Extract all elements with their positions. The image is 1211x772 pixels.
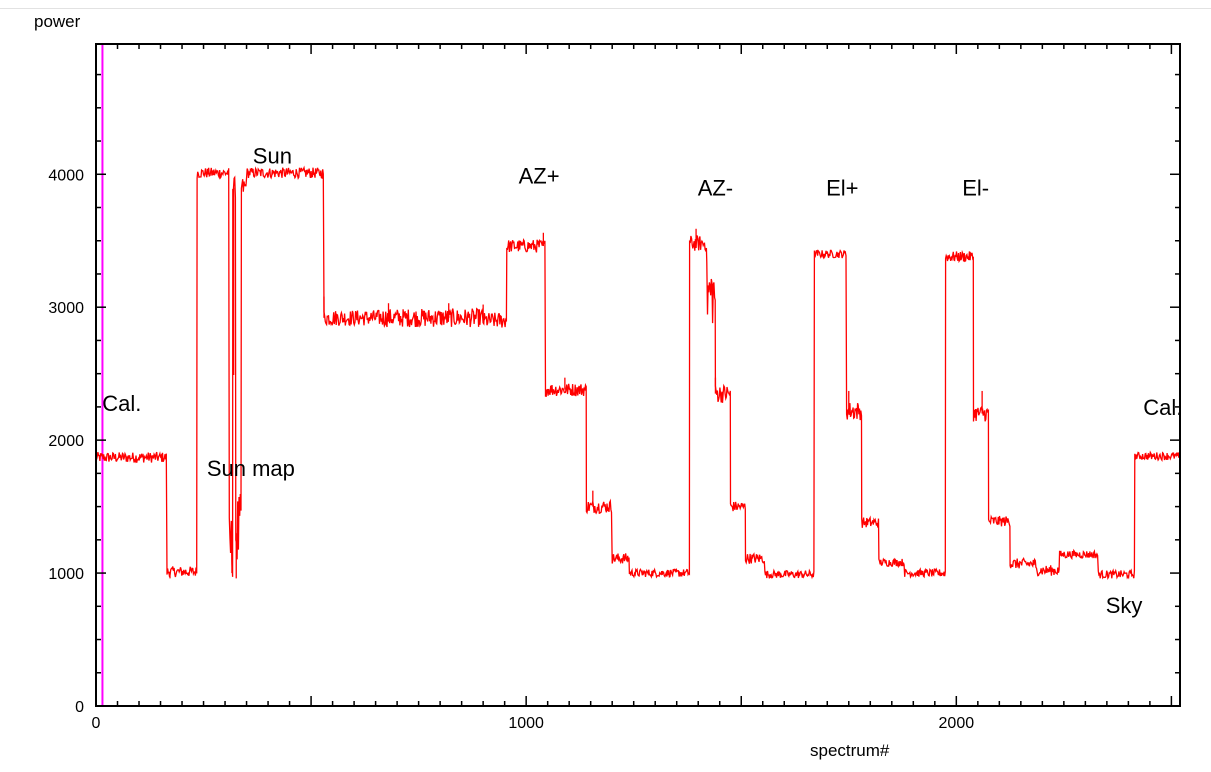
segment-annotation: Sun map	[207, 456, 295, 481]
x-axis-label: spectrum#	[810, 741, 890, 760]
y-tick-label: 1000	[48, 566, 84, 583]
segment-annotation: Sun	[253, 144, 292, 169]
y-tick-label: 4000	[48, 167, 84, 184]
segment-annotation: Sky	[1106, 593, 1143, 618]
x-tick-label: 1000	[508, 715, 544, 732]
top-divider	[0, 8, 1211, 9]
y-tick-label: 3000	[48, 300, 84, 317]
segment-annotation: Cal.	[1143, 395, 1182, 420]
segment-annotation: AZ-	[698, 176, 733, 201]
x-tick-label: 0	[92, 715, 101, 732]
segment-annotation: Cal.	[102, 391, 141, 416]
x-tick-label: 2000	[939, 715, 975, 732]
y-tick-label: 0	[75, 699, 84, 716]
segment-annotation: El-	[962, 176, 989, 201]
y-tick-label: 2000	[48, 433, 84, 450]
segment-annotation: AZ+	[519, 164, 560, 189]
plot-frame	[95, 43, 1181, 707]
y-axis-label: power	[34, 12, 81, 31]
segment-annotation: El+	[826, 176, 858, 201]
power-series-line	[95, 165, 1181, 581]
